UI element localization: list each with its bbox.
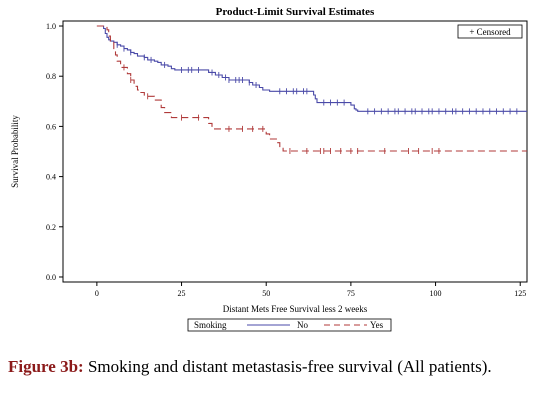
x-tick-label: 75	[347, 289, 355, 298]
figure-label: Figure 3b:	[8, 357, 84, 376]
legend-label-yes: Yes	[370, 320, 384, 330]
legend-title: Smoking	[194, 320, 227, 330]
y-tick-label: 0.2	[46, 223, 56, 232]
censored-legend-box	[457, 24, 523, 39]
x-tick-label: 0	[95, 289, 99, 298]
y-tick-label: 0.4	[46, 173, 56, 182]
caption-text: Smoking and distant metastasis-free surv…	[83, 357, 492, 376]
x-tick-label: 100	[430, 289, 442, 298]
chart-title: Product-Limit Survival Estimates	[216, 6, 375, 18]
y-tick-label: 1.0	[46, 22, 56, 31]
figure-caption: Figure 3b: Smoking and distant metastasi…	[8, 356, 533, 378]
x-tick-label: 50	[262, 289, 270, 298]
x-tick-label: 125	[514, 289, 526, 298]
survival-curve-yes	[96, 25, 527, 152]
x-axis-label: Distant Mets Free Survival less 2 weeks	[223, 304, 368, 314]
legend-label-no: No	[297, 320, 308, 330]
y-tick-label: 0.8	[46, 72, 56, 81]
y-tick-label: 0.6	[46, 122, 56, 131]
y-tick-label: 0.0	[46, 273, 56, 282]
y-axis-label: Survival Probability	[10, 115, 20, 188]
survival-curve-no	[96, 25, 527, 112]
censored-legend-label: + Censored	[469, 27, 511, 37]
chart: Product-Limit Survival Estimates 0 25 50 75…	[10, 6, 528, 332]
x-tick-label: 25	[178, 289, 186, 298]
